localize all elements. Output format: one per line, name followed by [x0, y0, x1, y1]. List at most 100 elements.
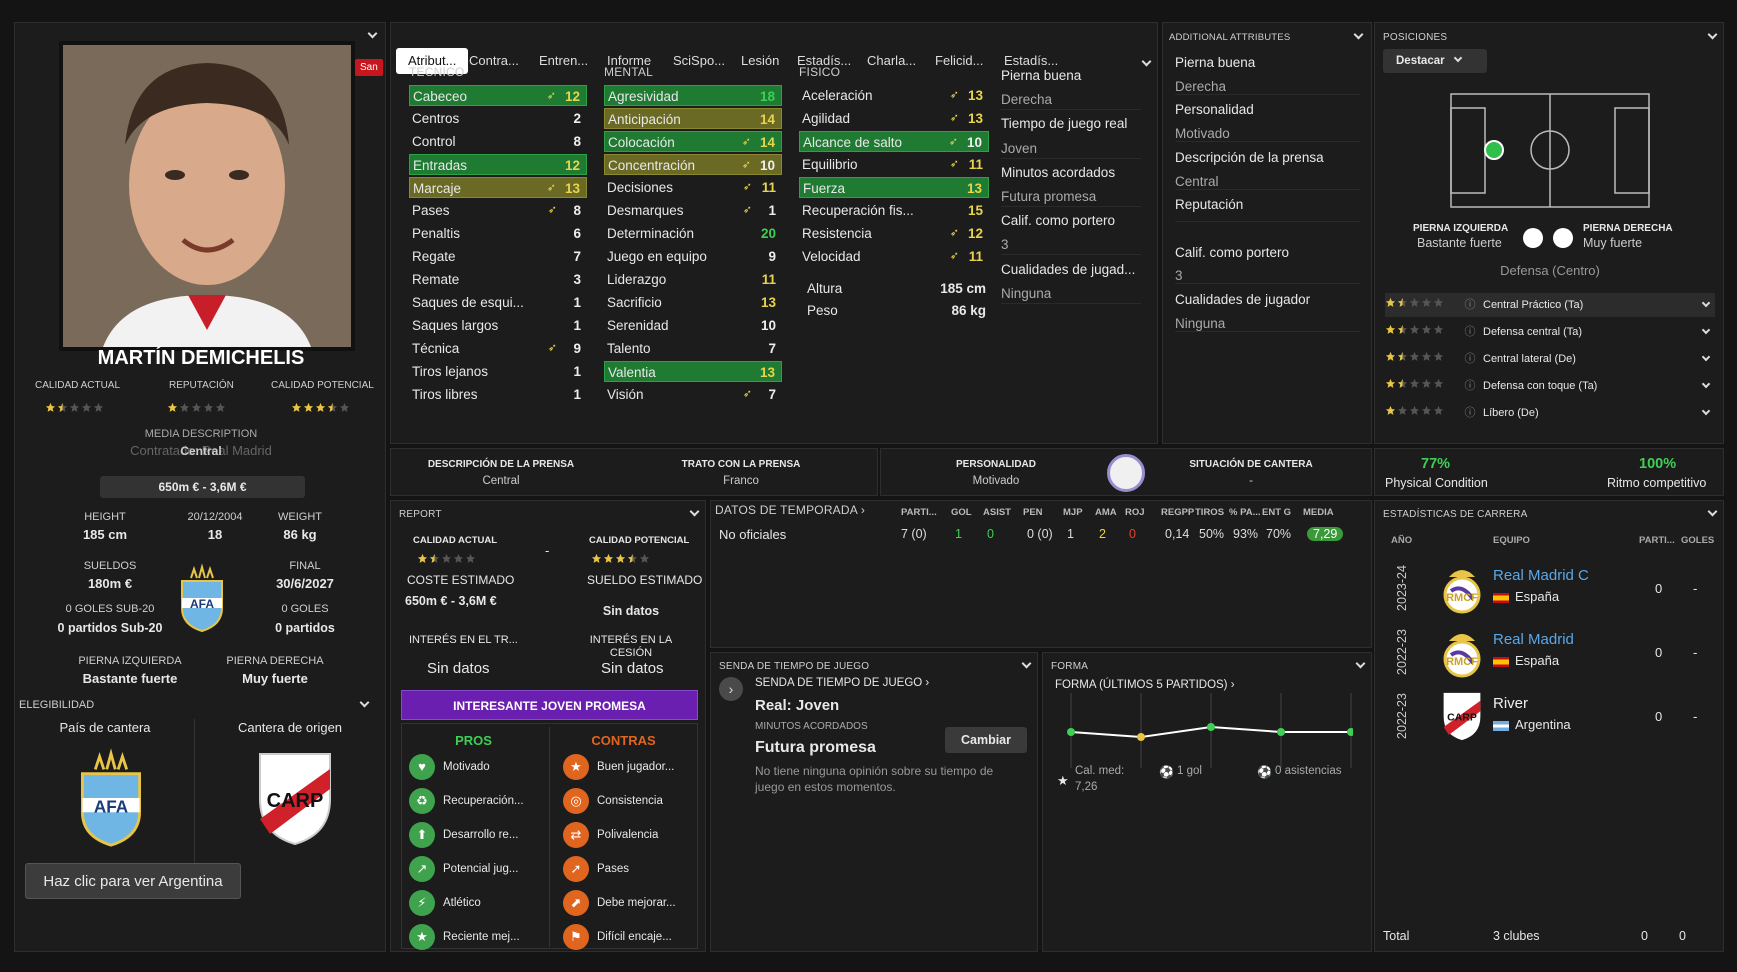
career-row[interactable]: 2022-23 RMCF Real Madrid España 0 - [1375, 621, 1725, 683]
con-text: Polivalencia [597, 829, 659, 841]
attr-name: Colocación [608, 135, 675, 150]
chevron-down-icon[interactable] [1707, 29, 1718, 40]
position-row[interactable]: ⓘ Defensa central (Ta) [1385, 320, 1715, 344]
season-col-header: PARTI... [901, 507, 937, 518]
chevron-down-icon[interactable] [1701, 379, 1711, 389]
tab-3[interactable]: Informe [607, 53, 652, 68]
chevron-down-icon[interactable] [1701, 352, 1711, 362]
form-point[interactable] [1207, 723, 1215, 731]
svg-text:RMCF: RMCF [1446, 592, 1478, 604]
chevron-down-icon[interactable] [1355, 658, 1366, 669]
form-point[interactable] [1277, 728, 1285, 736]
info-icon[interactable]: ⓘ [1464, 353, 1476, 365]
chevron-down-icon[interactable] [1353, 29, 1364, 40]
career-row[interactable]: 2022-23 CARP River Argentina 0 - [1375, 685, 1725, 747]
chevron-down-icon[interactable] [1701, 298, 1711, 308]
con-icon: ➚ [563, 855, 589, 882]
form-sub[interactable]: FORMA (ÚLTIMOS 5 PARTIDOS) › [1055, 679, 1235, 691]
position-row[interactable]: ⓘ Líbero (De) [1385, 401, 1715, 425]
pro-text: Desarrollo re... [443, 829, 519, 841]
info-icon[interactable]: ⓘ [1464, 407, 1476, 419]
position-row[interactable]: ⓘ Central Práctico (Ta) [1385, 293, 1715, 317]
star-empty-icon [1433, 320, 1444, 334]
tab-4[interactable]: SciSpo... [673, 53, 726, 68]
season-cell: 0 [987, 527, 994, 541]
pro-item: ♥ Motivado [409, 753, 490, 785]
arrow-up-icon: ➶ [547, 204, 557, 216]
star-full-icon [303, 400, 314, 412]
season-cell: 7,29 [1307, 527, 1344, 541]
star-half-icon [1397, 320, 1408, 334]
current-ability-label: CALIDAD ACTUAL [35, 380, 121, 391]
chevron-down-icon[interactable] [359, 697, 370, 708]
chevron-down-icon[interactable] [1707, 506, 1718, 517]
tab-9[interactable]: Estadís... [1004, 53, 1059, 68]
attr-value: 1 [768, 203, 776, 218]
career-team[interactable]: River [1493, 695, 1529, 712]
change-button[interactable]: Cambiar [945, 727, 1027, 753]
career-title: ESTADÍSTICAS DE CARRERA [1383, 509, 1528, 520]
arrow-right-icon[interactable]: › [719, 677, 743, 701]
river-plate-crest-icon[interactable]: CARP [255, 749, 335, 847]
playtime-sub[interactable]: SENDA DE TIEMPO DE JUEGO › [755, 677, 930, 689]
altura-value: 185 cm [940, 281, 986, 296]
career-row[interactable]: 2023-24 RMCF Real Madrid C España 0 - [1375, 557, 1725, 619]
info-icon[interactable]: ⓘ [1464, 299, 1476, 311]
tab-0[interactable]: Atribut... [396, 48, 469, 74]
chevron-down-icon[interactable] [1021, 658, 1032, 669]
form-point[interactable] [1347, 728, 1353, 736]
attr-row-tecnico: Marcaje 13 ➶ [409, 177, 587, 198]
career-team[interactable]: Real Madrid C [1493, 567, 1589, 584]
star-half-icon [57, 400, 68, 412]
star-empty-icon [339, 400, 350, 412]
tab-8[interactable]: Felicid... [935, 53, 984, 68]
info-icon[interactable]: ⓘ [1464, 326, 1476, 338]
see-nation-button[interactable]: Haz clic para ver Argentina [25, 863, 241, 899]
chevron-down-icon[interactable] [1701, 325, 1711, 335]
avg-rating-value: 7,26 [1075, 781, 1098, 793]
real-madrid-crest-icon: RMCF [1441, 625, 1483, 679]
chevron-down-icon[interactable] [367, 28, 378, 39]
attr-value: 6 [573, 226, 581, 241]
chevron-down-icon[interactable] [689, 506, 700, 517]
right-boot-icon [1553, 228, 1573, 248]
tab-2[interactable]: Entren... [539, 53, 589, 68]
document-icon[interactable] [1107, 454, 1145, 492]
report-cp-label: CALIDAD POTENCIAL [589, 535, 690, 546]
position-name: Líbero (De) [1483, 407, 1539, 419]
form-point[interactable] [1137, 733, 1145, 741]
eligibility-label[interactable]: ELEGIBILIDAD [19, 699, 95, 711]
star-icon: ★ [1057, 773, 1069, 788]
attr-row-mental: Desmarques 1 ➶ [604, 200, 782, 221]
attr-name: Marcaje [413, 181, 462, 196]
position-row[interactable]: ⓘ Defensa con toque (Ta) [1385, 374, 1715, 398]
attr-row-fisico: Fuerza 13 [799, 177, 989, 198]
season-title[interactable]: DATOS DE TEMPORADA › [715, 503, 866, 517]
attr-name: Aceleración [802, 88, 873, 103]
tab-6[interactable]: Estadís... [797, 53, 852, 68]
attr-name: Saques largos [412, 318, 499, 333]
tab-7[interactable]: Charla... [867, 53, 917, 68]
transfer-interest-value: Sin datos [427, 660, 490, 677]
value-badge: 650m € - 3,6M € [100, 476, 305, 498]
argentina-crest-icon[interactable]: AFA [73, 748, 149, 848]
form-point[interactable] [1067, 728, 1075, 736]
tab-1[interactable]: Contra... [469, 53, 519, 68]
position-row[interactable]: ⓘ Central lateral (De) [1385, 347, 1715, 371]
arrow-up-icon: ➶ [949, 89, 959, 101]
attr-row-tecnico: Remate 3 [409, 269, 587, 290]
chevron-down-icon[interactable] [1141, 56, 1152, 67]
info-icon[interactable]: ⓘ [1464, 380, 1476, 392]
career-nation: Argentina [1515, 717, 1571, 732]
pro-icon: ♻ [409, 787, 435, 814]
highlight-dropdown[interactable]: Destacar [1383, 49, 1487, 73]
con-item: ⚑ Difícil encaje... [563, 923, 672, 955]
chevron-down-icon[interactable] [1701, 406, 1711, 416]
career-team[interactable]: Real Madrid [1493, 631, 1574, 648]
pro-item: ★ Reciente mej... [409, 923, 520, 955]
mental-header: MENTAL [604, 65, 653, 79]
tab-5[interactable]: Lesión [741, 53, 780, 68]
loan-interest-value: Sin datos [601, 660, 664, 677]
player-name: MARTÍN DEMICHELIS [97, 347, 305, 369]
star-full-icon [1385, 347, 1396, 361]
